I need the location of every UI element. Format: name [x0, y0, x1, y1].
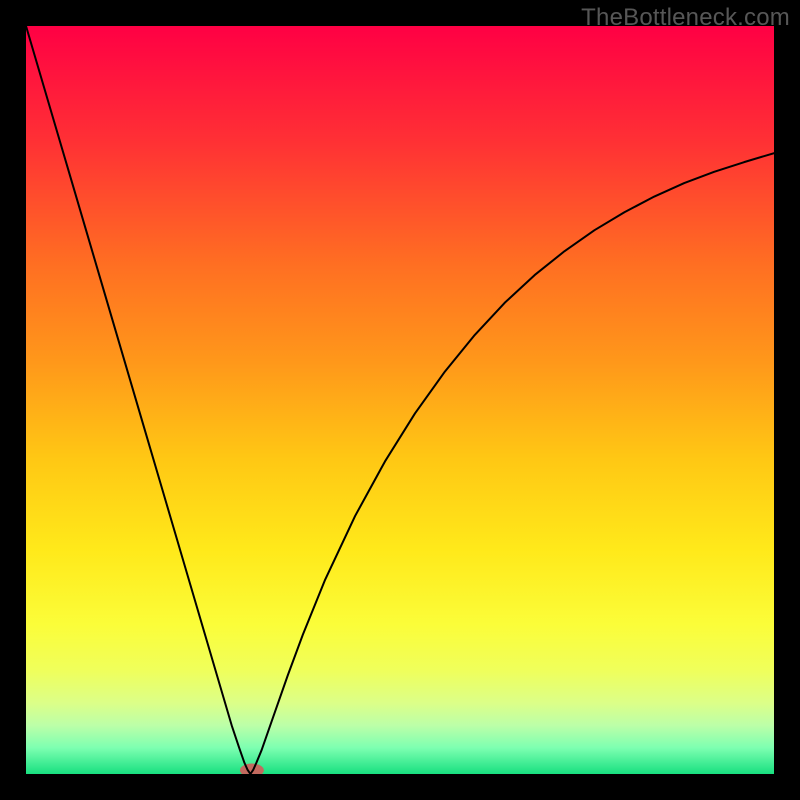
plot-background — [26, 26, 774, 774]
chart-stage: TheBottleneck.com — [0, 0, 800, 800]
bottleneck-chart — [0, 0, 800, 800]
